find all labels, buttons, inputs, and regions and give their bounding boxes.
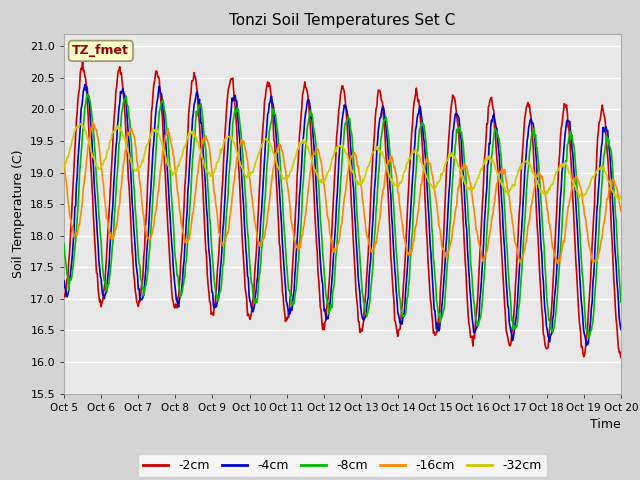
X-axis label: Time: Time — [590, 418, 621, 431]
Y-axis label: Soil Temperature (C): Soil Temperature (C) — [12, 149, 25, 278]
Text: TZ_fmet: TZ_fmet — [72, 44, 129, 58]
Title: Tonzi Soil Temperatures Set C: Tonzi Soil Temperatures Set C — [229, 13, 456, 28]
Legend: -2cm, -4cm, -8cm, -16cm, -32cm: -2cm, -4cm, -8cm, -16cm, -32cm — [138, 455, 547, 477]
